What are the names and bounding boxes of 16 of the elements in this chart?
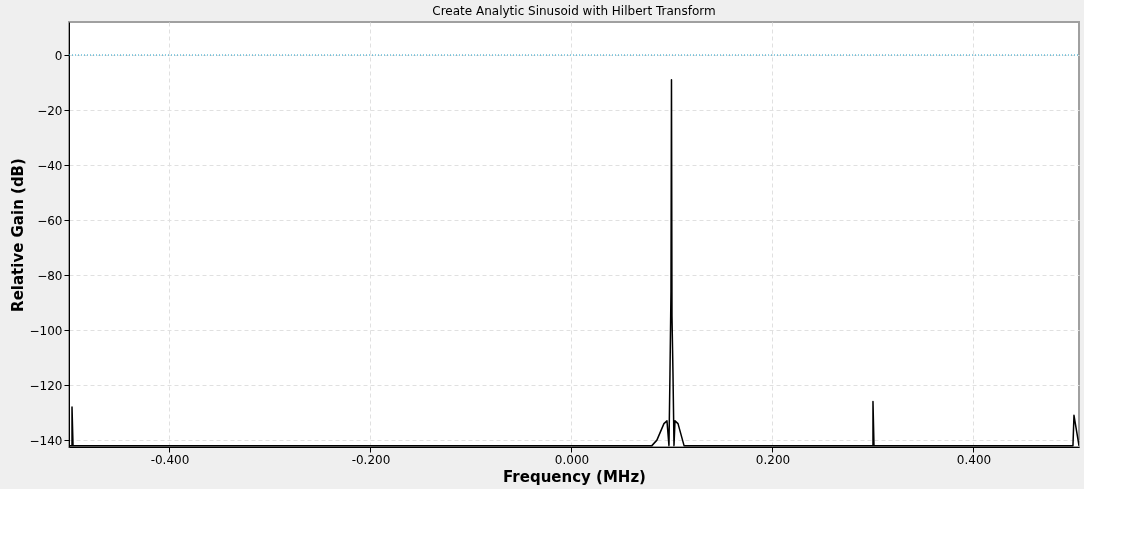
x-tick-label: 0.000 [554,452,590,467]
x-axis-title: Frequency (MHz) [503,467,646,486]
chart-title: Create Analytic Sinusoid with Hilbert Transform [432,4,716,18]
y-tick-label: −80 [37,268,63,283]
x-tick-label: 0.400 [956,452,992,467]
x-tick-label: 0.200 [755,452,791,467]
y-tick-label: 0 [54,48,63,63]
y-tick-label: −40 [37,158,63,173]
x-tick-label: -0.400 [150,452,190,467]
y-tick-label: −100 [29,323,63,338]
y-tick-label: −60 [37,213,63,228]
y-tick-label: −20 [37,103,63,118]
y-axis-title: Relative Gain (dB) [8,158,27,312]
y-tick-label: −140 [29,433,63,448]
x-tick-label: -0.200 [351,452,391,467]
y-tick-label: −120 [29,378,63,393]
